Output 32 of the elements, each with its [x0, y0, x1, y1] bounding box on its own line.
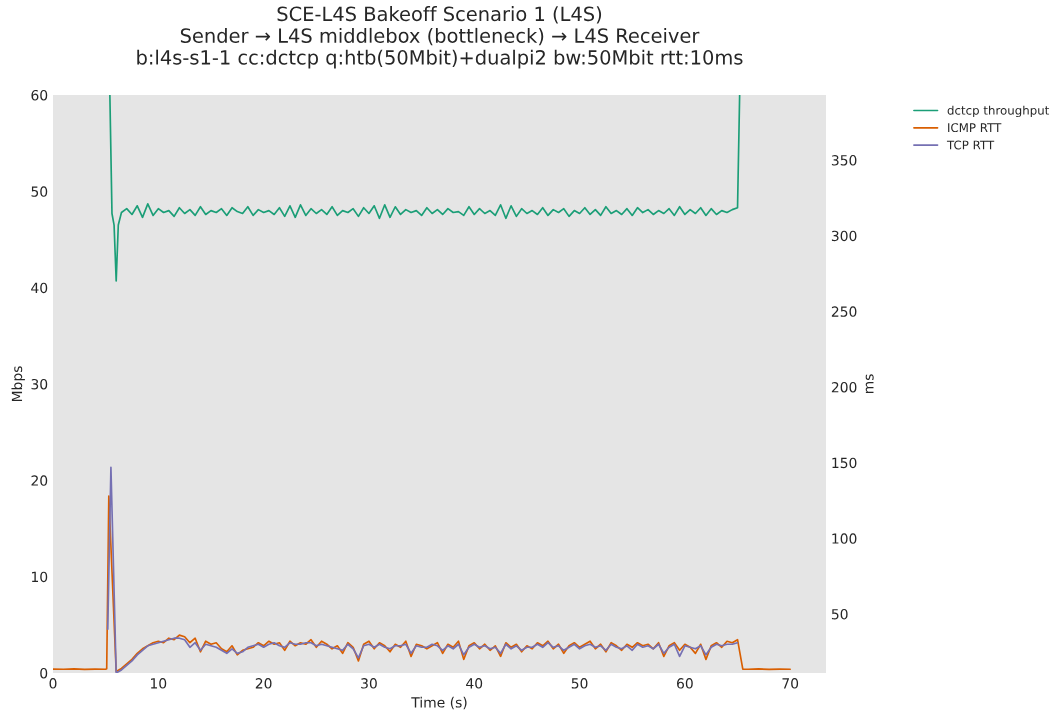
- x-tick-label: 70: [782, 678, 799, 689]
- y-tick-label: 20: [31, 475, 48, 486]
- line-series: [109, 95, 741, 282]
- x-tick-label: 50: [571, 678, 588, 689]
- y2-tick-label: 50: [831, 608, 848, 620]
- legend-label: TCP RTT: [946, 140, 995, 150]
- x-axis-title: Time (s): [411, 696, 467, 710]
- y2-axis-title: ms: [865, 374, 874, 394]
- x-tick-label: 30: [361, 678, 377, 689]
- line-series: [53, 495, 792, 673]
- x-tick-label: 40: [466, 678, 483, 689]
- y-axis-title: Mbps: [11, 366, 25, 402]
- y-tick-label: 30: [31, 378, 48, 390]
- y2-tick-label: 100: [832, 533, 857, 544]
- y2-tick-label: 250: [831, 306, 857, 317]
- y2-tick-label: 150: [832, 457, 857, 469]
- y2-tick-label: 200: [831, 381, 857, 393]
- x-tick-label: 10: [151, 678, 167, 689]
- y-tick-label: 60: [31, 89, 48, 101]
- legend-label: dctcp throughput: [947, 105, 1050, 118]
- x-tick-label: 20: [255, 678, 272, 689]
- x-tick-label: 0: [49, 678, 57, 689]
- legend-label: ICMP RTT: [948, 123, 1002, 133]
- y-tick-label: 40: [31, 282, 48, 294]
- y2-tick-label: 300: [831, 230, 857, 242]
- y2-tick-label: 350: [831, 155, 857, 166]
- y-tick-label: 50: [31, 186, 48, 197]
- x-tick-label: 60: [677, 678, 693, 689]
- chart-title: SCE-L4S Bakeoff Scenario 1 (L4S) Sender → L4S middlebox (bottleneck) → L4S Receiver b:l4s-s1-1 cc:dctcp q:htb(50Mbit)+dualpi2 bw:50Mbit rtt:10ms: [137, 6, 743, 69]
- y-tick-label: 0: [40, 667, 48, 679]
- y-tick-label: 10: [31, 571, 48, 583]
- line-series: [106, 466, 739, 673]
